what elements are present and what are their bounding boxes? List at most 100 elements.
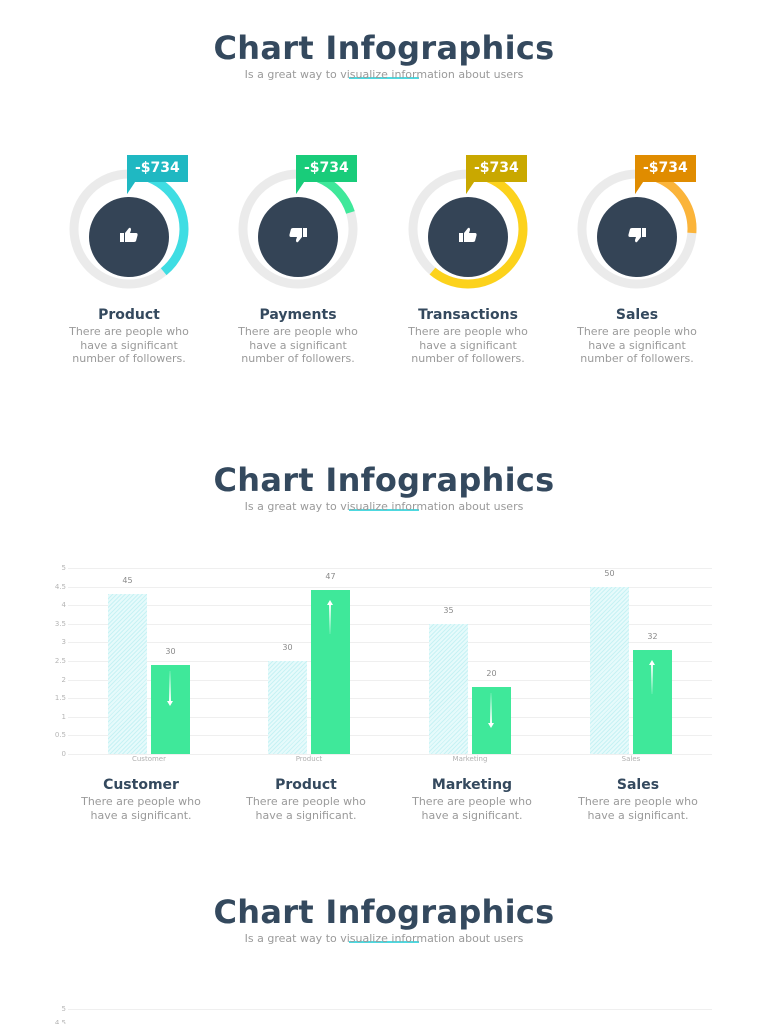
progress-ring: -$734: [557, 150, 717, 300]
y-tick: 5: [61, 564, 66, 572]
bar-value-label: 30: [165, 646, 176, 656]
price-tag: -$734: [635, 155, 696, 182]
y-tick: 4.5: [54, 1019, 66, 1024]
gridline: [68, 623, 712, 625]
bar-value-label: 32: [647, 631, 658, 641]
ring-title: Product: [98, 307, 160, 323]
x-axis-label: Customer: [131, 755, 166, 763]
progress-ring: -$734: [49, 150, 209, 300]
title-underline: [349, 509, 419, 511]
category-description: There are people who have a significant.: [246, 795, 366, 822]
bar-previous-customer: [108, 594, 147, 754]
bar-value-label: 30: [282, 643, 293, 652]
section-header-2: Chart Infographics Is a great way to vis…: [0, 461, 768, 513]
thumbs-up-icon: [458, 227, 478, 247]
x-axis-label: Sales: [621, 755, 641, 763]
category-description: There are people who have a significant.: [578, 795, 698, 822]
ring-center: [428, 197, 508, 277]
ring-card-transactions: -$734 Transactions There are people who ha…: [388, 150, 548, 366]
price-tag: -$734: [127, 155, 188, 182]
gridline: [68, 698, 712, 700]
thumbs-down-icon: [627, 227, 647, 247]
ring-center: [258, 197, 338, 277]
section-title: Chart Infographics: [213, 461, 555, 499]
gridline: [68, 1009, 712, 1010]
section-subtitle: Is a great way to visualize information …: [244, 500, 524, 513]
y-tick: 2.5: [54, 657, 66, 665]
title-underline: [349, 77, 419, 79]
ring-card-payments: -$734 Payments There are people who have a…: [218, 150, 378, 366]
category-card-marketing: Marketing There are people who have a sig…: [402, 776, 542, 822]
bar-current-marketing: [472, 687, 511, 754]
bar-current-product: [311, 590, 350, 754]
bar-value-label: 35: [443, 605, 454, 615]
gridline: [68, 735, 712, 737]
y-tick: 1.5: [54, 694, 66, 703]
category-card-customer: Customer There are people who have a sign…: [71, 776, 211, 822]
arrow-down-icon: [488, 693, 494, 729]
gridline: [68, 605, 712, 607]
x-axis-label: Marketing: [452, 755, 488, 763]
section-header-1: Chart Infographics Is a great way to vis…: [0, 29, 768, 81]
bar-value-label: 45: [122, 576, 133, 586]
y-tick: 1: [61, 712, 66, 721]
arrow-up-icon: [649, 659, 655, 696]
y-tick: 4: [61, 601, 66, 610]
thumbs-down-icon: [288, 227, 308, 247]
y-tick: 2: [61, 675, 66, 684]
progress-ring: -$734: [218, 150, 378, 300]
y-tick: 3: [61, 638, 66, 647]
ring-description: There are people who have a significant …: [408, 325, 528, 365]
bar-value-label: 47: [325, 572, 336, 582]
price-tag: -$734: [466, 155, 527, 182]
category-description: There are people who have a significant.: [81, 795, 201, 822]
bar-chart: 0 0.5 1 1.5 2 2.5 3 3.5 4 4.5 5 45 30 Customer 30 47 Pro…: [52, 560, 716, 770]
x-axis-label: Product: [295, 755, 323, 763]
ring-description: There are people who have a significant …: [238, 325, 358, 365]
ring-title: Transactions: [418, 307, 518, 323]
ring-center: [89, 197, 169, 277]
bar-previous-marketing: [429, 623, 468, 754]
gridline: [68, 642, 712, 644]
section-header-3: Chart Infographics Is a great way to vis…: [0, 893, 768, 945]
category-card-sales: Sales There are people who have a signifi…: [568, 776, 708, 822]
gridline: [68, 716, 712, 718]
y-tick: 4.5: [54, 582, 66, 591]
section-subtitle: Is a great way to visualize information …: [244, 932, 524, 945]
category-title: Customer: [103, 777, 179, 793]
y-tick: 0: [61, 750, 66, 758]
y-tick: 3.5: [54, 619, 66, 628]
ring-description: There are people who have a significant …: [577, 325, 697, 365]
ring-card-product: -$734 Product There are people who have a …: [49, 150, 209, 366]
bar-previous-product: [268, 661, 307, 754]
ring-title: Sales: [615, 307, 659, 323]
thumbs-up-icon: [119, 227, 139, 247]
ring-card-sales: -$734 Sales There are people who have a si…: [557, 150, 717, 366]
bar-value-label: 50: [604, 568, 615, 578]
y-tick: 5: [61, 1005, 66, 1013]
ring-description: There are people who have a significant …: [69, 325, 189, 365]
ring-title: Payments: [259, 307, 337, 323]
bar-value-label: 20: [486, 669, 497, 679]
category-title: Sales: [616, 777, 660, 793]
progress-ring: -$734: [388, 150, 548, 300]
bar-chart-3: 5 4.5: [52, 1000, 716, 1024]
title-underline: [349, 941, 419, 943]
category-title: Marketing: [431, 777, 513, 793]
section-title: Chart Infographics: [213, 29, 555, 67]
section-subtitle: Is a great way to visualize information …: [244, 68, 524, 81]
gridline: [68, 586, 712, 588]
gridline: [68, 568, 712, 569]
arrow-down-icon: [167, 670, 173, 707]
gridline: [68, 754, 712, 755]
section-title: Chart Infographics: [213, 893, 555, 931]
category-card-product: Product There are people who have a signi…: [236, 776, 376, 822]
ring-center: [597, 197, 677, 277]
y-tick: 0.5: [54, 731, 66, 740]
bar-previous-sales: [590, 586, 629, 754]
gridline: [68, 661, 712, 662]
price-tag: -$734: [296, 155, 357, 182]
category-title: Product: [275, 777, 337, 793]
category-description: There are people who have a significant.: [412, 795, 532, 822]
gridline: [68, 679, 712, 681]
